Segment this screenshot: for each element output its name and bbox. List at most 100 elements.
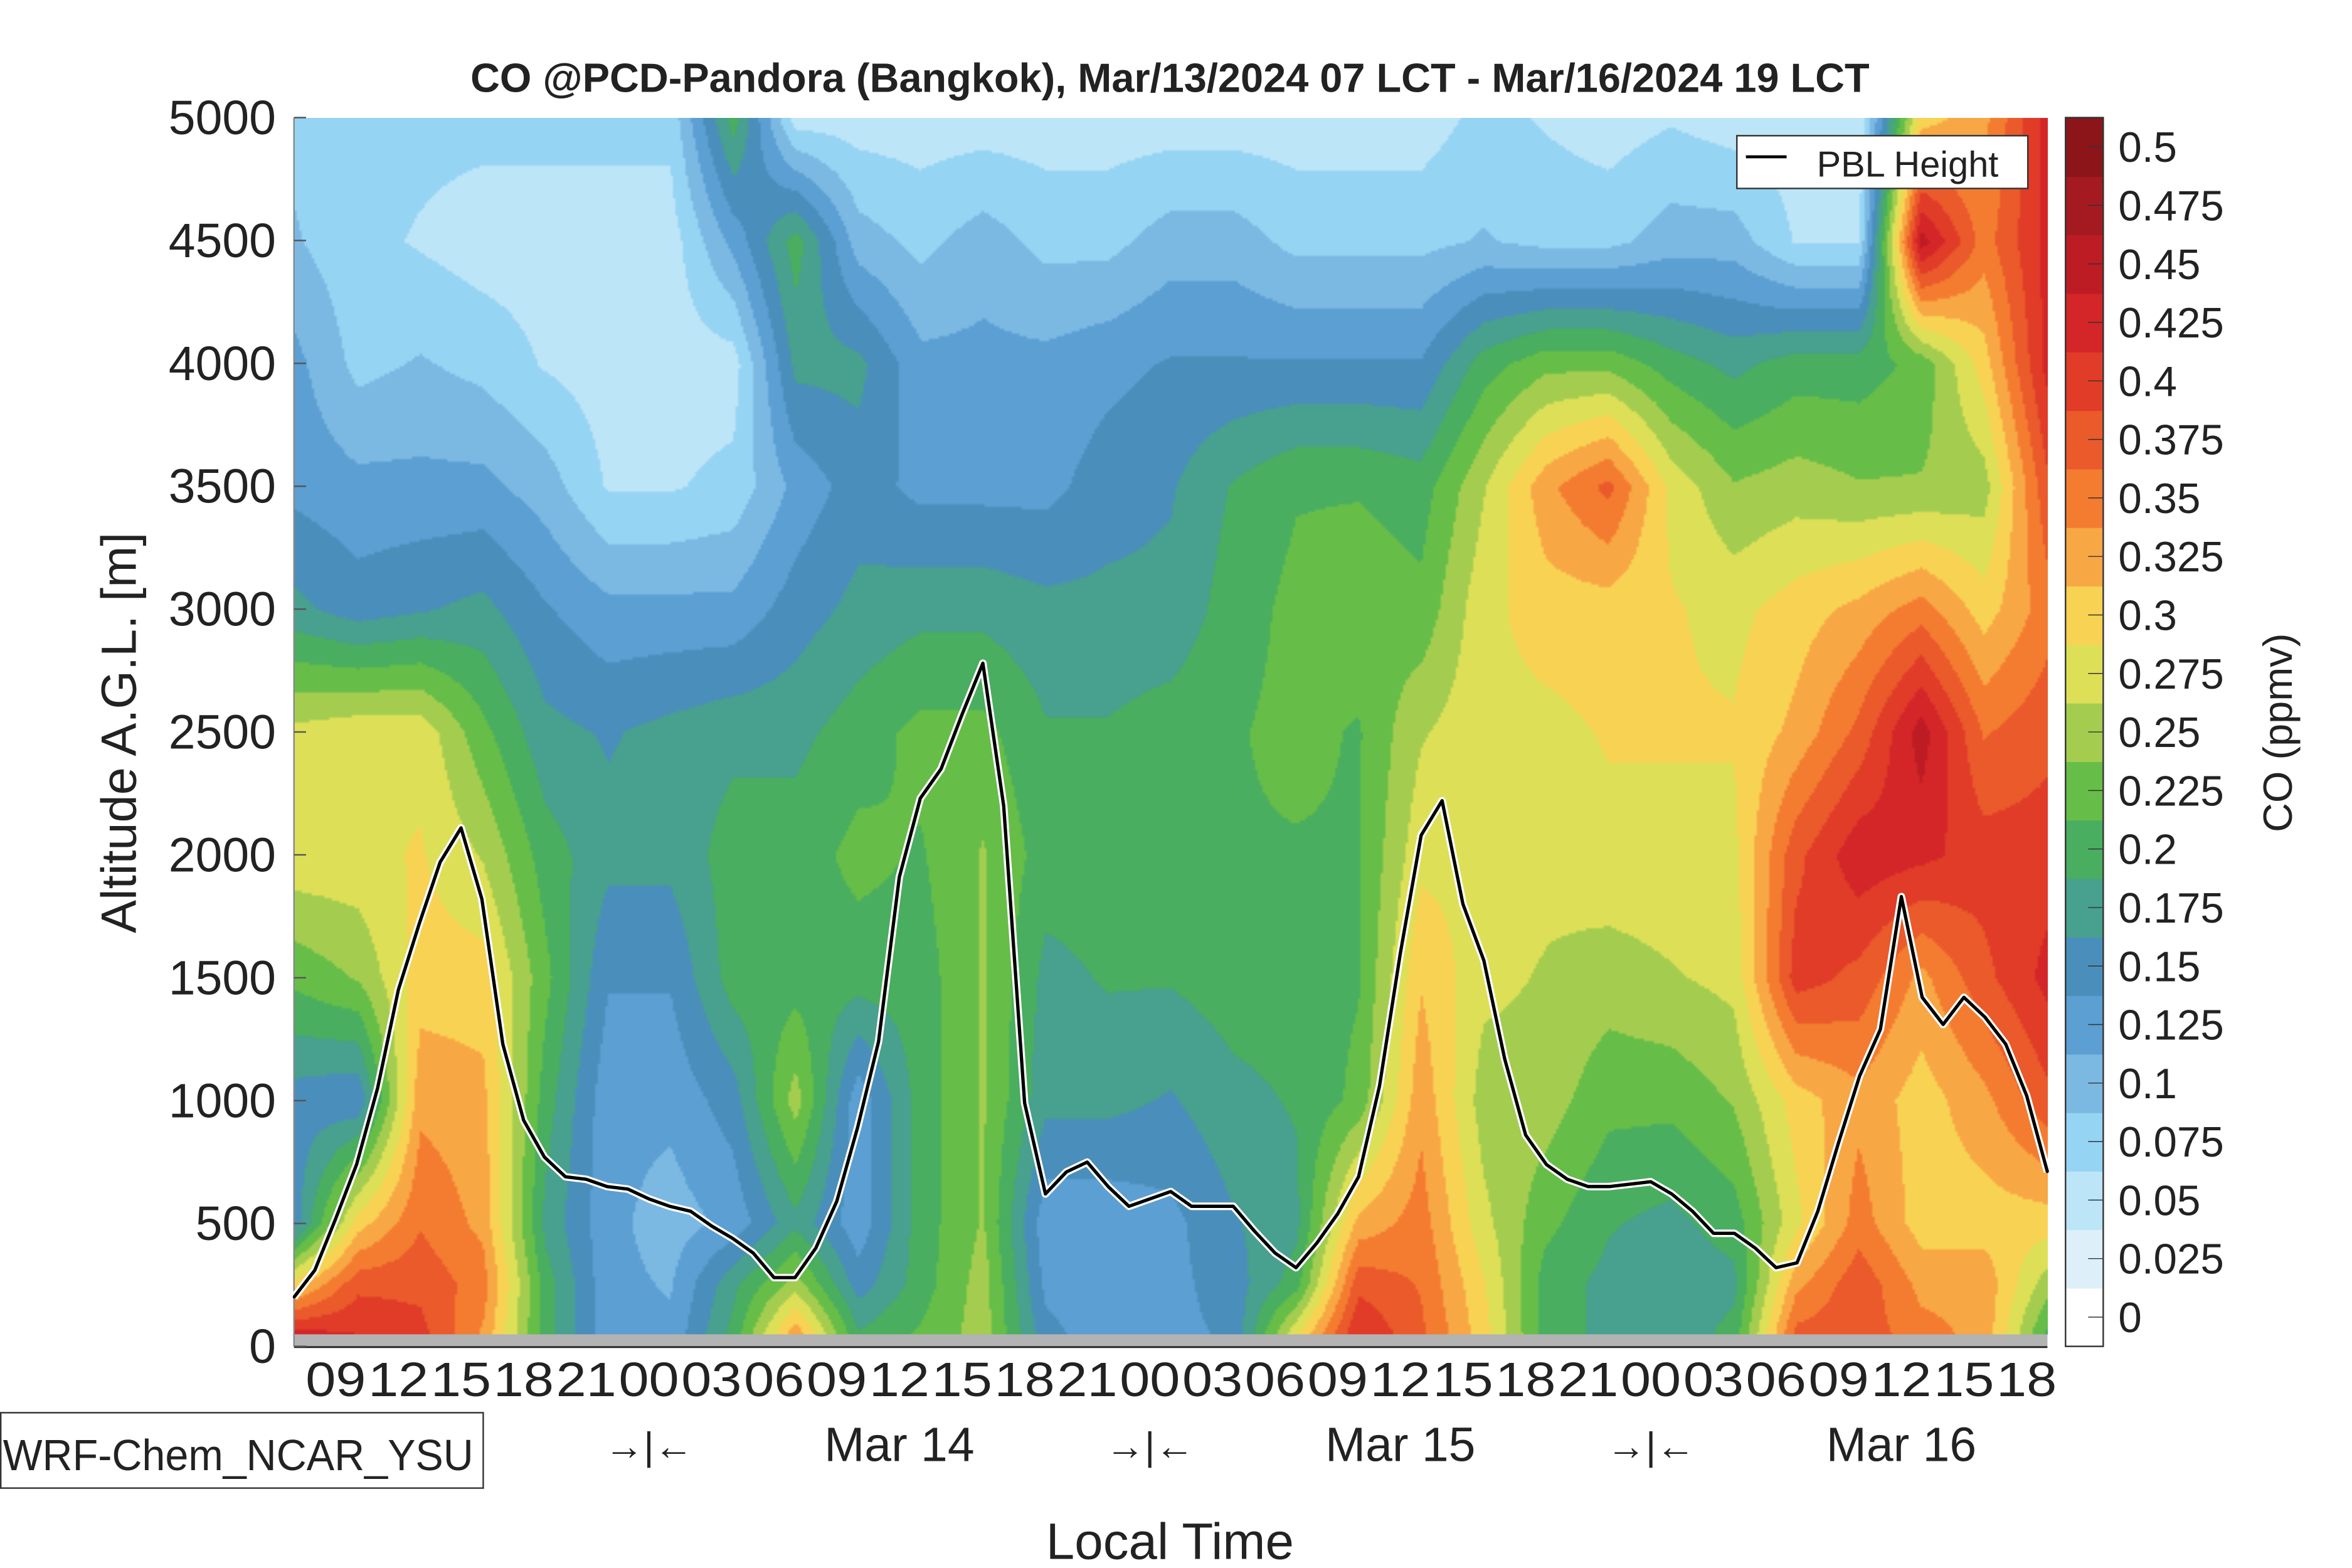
pbl-point xyxy=(1942,1023,1944,1026)
legend-pbl-label: PBL Height xyxy=(1817,144,1999,184)
pbl-point xyxy=(1879,1028,1882,1031)
y-tick-label: 3500 xyxy=(169,460,276,514)
pbl-point xyxy=(982,662,984,665)
pbl-point xyxy=(1774,1266,1777,1269)
pbl-point xyxy=(1295,1266,1298,1269)
pbl-point xyxy=(689,1210,692,1213)
y-tick-label: 3000 xyxy=(169,583,276,637)
x-tick-label: 12 xyxy=(368,1353,428,1407)
pbl-points xyxy=(292,662,2049,1299)
pbl-point xyxy=(1106,1185,1110,1188)
pbl-point xyxy=(1650,1180,1652,1184)
date-label: Mar 14 xyxy=(824,1417,974,1471)
pbl-point xyxy=(1399,951,1402,955)
pbl-point xyxy=(1065,1170,1068,1173)
y-axis-label: Altitude A.G.L. [m] xyxy=(90,532,146,933)
colorbar-tick-label: 0.35 xyxy=(2118,475,2200,522)
x-tick-label: 09 xyxy=(1809,1353,1869,1407)
colorbar-frame xyxy=(2065,117,2104,1347)
y-tick-label: 2000 xyxy=(169,828,276,882)
x-tick-label: 15 xyxy=(1934,1353,1994,1407)
pbl-point xyxy=(376,1087,379,1090)
pbl-point xyxy=(1691,1210,1694,1213)
pbl-point xyxy=(1608,1185,1611,1188)
pbl-point xyxy=(1858,1074,1861,1078)
day-boundary-marker: →|← xyxy=(1606,1424,1695,1468)
colorbar-tick-label: 0 xyxy=(2118,1295,2141,1342)
y-tick-label: 4500 xyxy=(169,214,276,268)
pbl-point xyxy=(314,1269,316,1272)
pbl-point xyxy=(397,988,400,992)
pbl-point xyxy=(1628,1183,1631,1185)
date-label: Mar 16 xyxy=(1826,1417,1976,1471)
colorbar-tick-label: 0.025 xyxy=(2118,1236,2223,1283)
pbl-point xyxy=(1461,903,1465,906)
x-tick-label: 06 xyxy=(1746,1353,1806,1407)
pbl-point xyxy=(647,1197,650,1200)
x-tick-label: 15 xyxy=(932,1353,992,1407)
pbl-point xyxy=(1566,1178,1569,1181)
pbl-point xyxy=(1253,1229,1256,1232)
colorbar-tick-label: 0.425 xyxy=(2118,300,2223,347)
colorbar-tick-label: 0.175 xyxy=(2118,885,2223,932)
y-tick-label: 4000 xyxy=(169,337,276,391)
x-tick-label: 12 xyxy=(1871,1353,1931,1407)
pbl-point xyxy=(1148,1197,1152,1200)
pbl-point xyxy=(2046,1170,2049,1173)
colorbar-tick-label: 0.375 xyxy=(2118,417,2223,464)
pbl-point xyxy=(877,1040,880,1043)
pbl-point xyxy=(1232,1205,1235,1208)
pbl-point xyxy=(1023,1101,1026,1104)
y-tick-label: 1000 xyxy=(169,1074,276,1128)
pbl-point xyxy=(1837,1141,1840,1144)
x-tick-label: 21 xyxy=(1057,1353,1117,1407)
pbl-point xyxy=(2025,1094,2028,1097)
pbl-point xyxy=(1086,1160,1089,1163)
model-box xyxy=(0,1412,484,1489)
pbl-point xyxy=(1712,1232,1715,1235)
x-tick-label: 03 xyxy=(1683,1353,1744,1407)
colorbar-tick-label: 0.1 xyxy=(2118,1061,2177,1108)
pbl-point xyxy=(1900,895,1903,898)
colorbar-tick-label: 0.15 xyxy=(2118,943,2200,990)
colorbar-tick-label: 0.325 xyxy=(2118,534,2223,581)
x-tick-label: 09 xyxy=(1308,1353,1368,1407)
model-label: WRF-Chem_NCAR_YSU xyxy=(3,1431,474,1480)
pbl-point xyxy=(1190,1205,1193,1208)
colorbar-tick-label: 0.5 xyxy=(2118,124,2177,171)
x-tick-label: 18 xyxy=(1996,1353,2057,1407)
colorbar-tick-label: 0.125 xyxy=(2118,1002,2223,1049)
pbl-point xyxy=(438,861,442,864)
pbl-point xyxy=(564,1175,567,1179)
pbl-point xyxy=(1357,1175,1360,1179)
pbl-point xyxy=(752,1251,755,1254)
co-contour-field xyxy=(294,118,2048,1335)
pbl-point xyxy=(940,767,943,770)
pbl-point xyxy=(814,1246,817,1249)
x-tick-label: 18 xyxy=(494,1353,554,1407)
day-boundary-marker: →|← xyxy=(605,1424,693,1468)
x-tick-label: 09 xyxy=(305,1353,366,1407)
pbl-point xyxy=(773,1276,776,1279)
y-tick-label: 1500 xyxy=(169,951,276,1005)
pbl-point xyxy=(835,1200,839,1203)
pbl-point xyxy=(1002,804,1005,807)
x-tick-label: 15 xyxy=(1433,1353,1493,1407)
x-tick-label: 06 xyxy=(1245,1353,1305,1407)
pbl-point xyxy=(1378,1084,1381,1088)
pbl-point xyxy=(1524,1133,1527,1136)
pbl-point xyxy=(543,1156,546,1158)
pbl-point xyxy=(355,1163,358,1166)
y-tick-labels: 0 500 1000 1500 2000 2500 3000 3500 4000 4500 5000 xyxy=(169,91,306,1374)
x-tick-label: 18 xyxy=(1495,1353,1555,1407)
colorbar-tick-label: 0.25 xyxy=(2118,709,2200,756)
pbl-point xyxy=(1963,996,1966,999)
x-tick-label: 06 xyxy=(744,1353,804,1407)
x-tick-label: 03 xyxy=(681,1353,741,1407)
pbl-point xyxy=(898,876,901,879)
pbl-point xyxy=(1670,1192,1673,1195)
pbl-point xyxy=(501,1042,504,1046)
pbl-point xyxy=(606,1185,608,1188)
pbl-point xyxy=(292,1296,295,1299)
x-axis-label: Local Time xyxy=(1046,1513,1294,1568)
